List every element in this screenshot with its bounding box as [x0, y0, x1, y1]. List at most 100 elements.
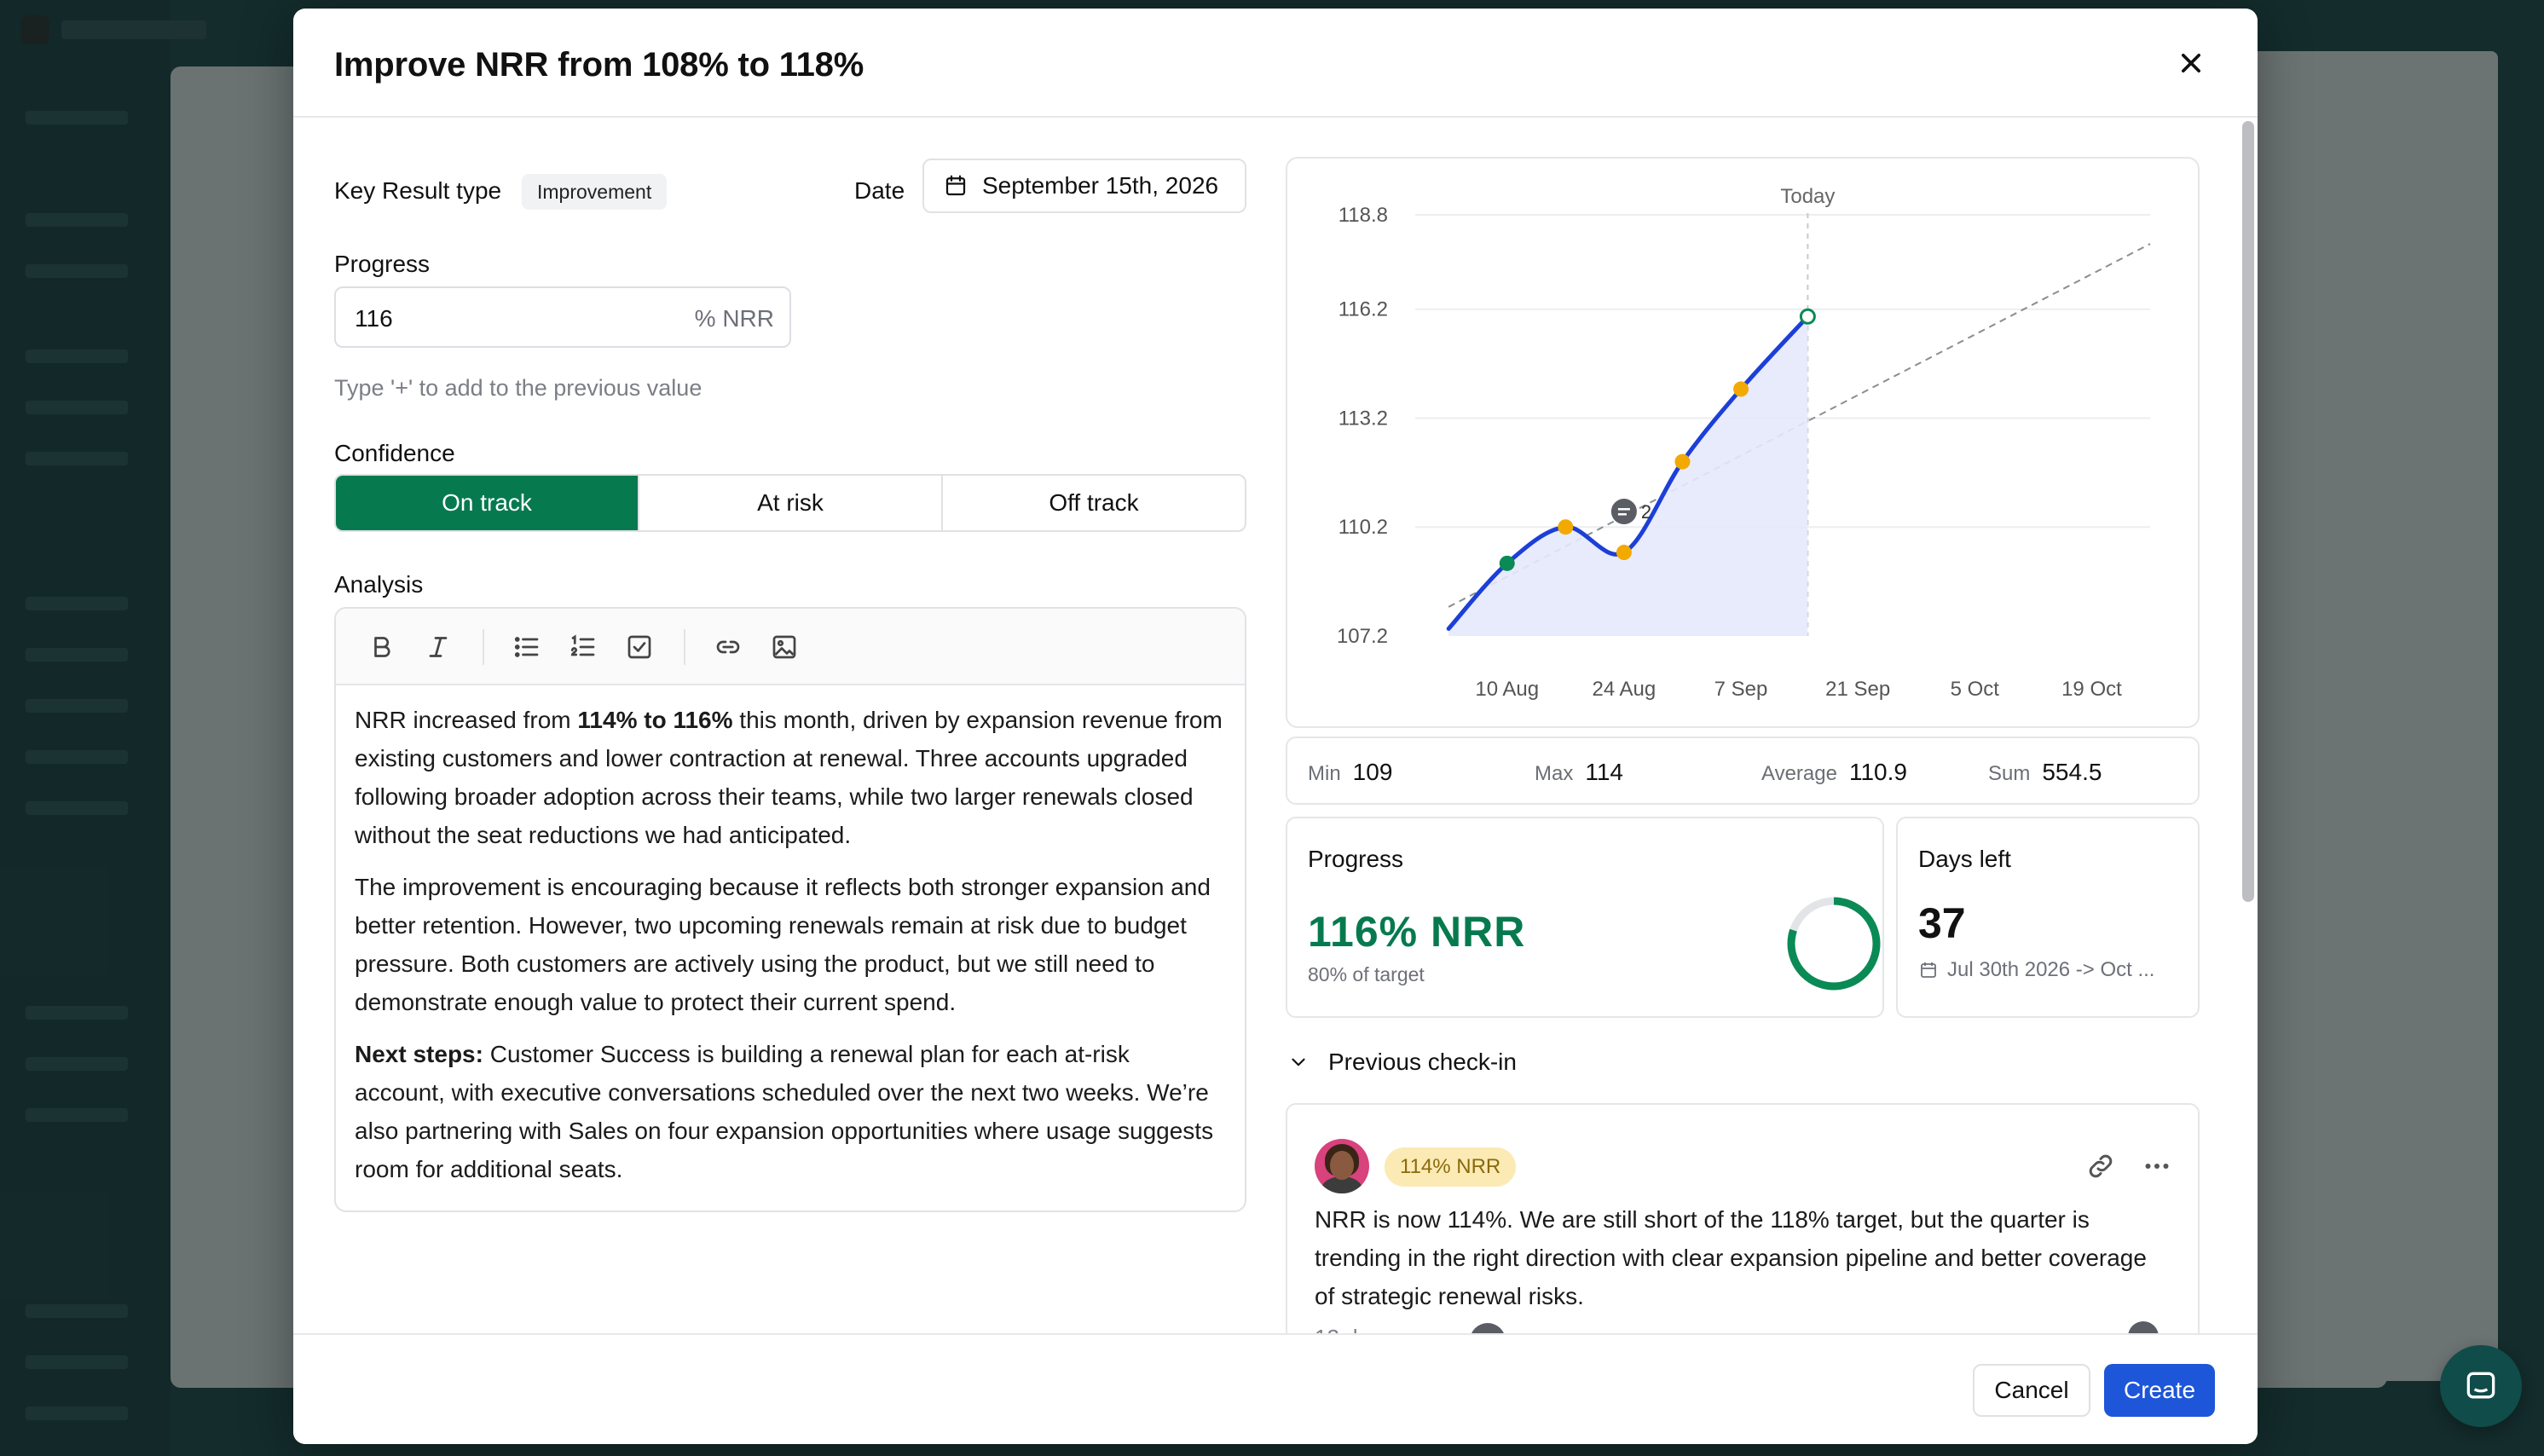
stat-max-label: Max — [1535, 762, 1574, 785]
stat-sum: Sum 554.5 — [1988, 759, 2102, 786]
previous-check-in-toggle[interactable]: Previous check-in — [1287, 1049, 1517, 1076]
link-icon — [716, 640, 740, 654]
analysis-paragraph: NRR increased from 114% to 116% this mon… — [355, 701, 1226, 854]
stat-max-value: 114 — [1585, 759, 1623, 785]
confidence-on-track[interactable]: On track — [336, 476, 639, 530]
y-tick-label: 113.2 — [1338, 407, 1388, 430]
italic-button[interactable] — [423, 632, 454, 662]
x-tick-label: 5 Oct — [1951, 678, 2000, 701]
analysis-bold-run: Next steps: — [355, 1041, 483, 1067]
x-tick-label: 21 Sep — [1825, 678, 1890, 701]
analysis-bold-run: 114% to 116% — [577, 707, 733, 733]
x-tick-label: 19 Oct — [2061, 678, 2122, 701]
avatar — [1315, 1139, 1369, 1193]
days-left-range-text: Jul 30th 2026 -> Oct ... — [1947, 958, 2155, 981]
calendar-icon — [1921, 962, 1936, 978]
analysis-text-run: NRR increased from — [355, 707, 578, 733]
stat-average-label: Average — [1761, 762, 1837, 785]
close-button[interactable] — [2172, 44, 2210, 82]
kr-type-label: Key Result type — [334, 177, 502, 204]
area-fill — [1448, 316, 1808, 636]
analysis-text[interactable]: NRR increased from 114% to 116% this mon… — [336, 685, 1245, 1188]
bullet-list-button[interactable] — [512, 632, 542, 662]
stat-average: Average 110.9 — [1761, 759, 1907, 786]
progress-input-value: 116 — [355, 305, 393, 332]
comment-marker-icon — [1610, 499, 1637, 525]
stat-min-value: 109 — [1352, 759, 1393, 785]
days-left-value: 37 — [1918, 899, 1966, 947]
link-icon[interactable] — [2085, 1151, 2116, 1182]
x-tick-label: 24 Aug — [1593, 678, 1656, 701]
y-tick-label: 118.8 — [1338, 204, 1388, 227]
calendar-icon — [945, 175, 966, 196]
days-left-title: Days left — [1918, 846, 2011, 872]
stat-sum-label: Sum — [1988, 762, 2031, 785]
comment-count: 2 — [1641, 501, 1651, 523]
analysis-text-run: Customer Success is building a renewal p… — [355, 1041, 1214, 1182]
check-in-text: NRR is now 114%. We are still short of t… — [1315, 1206, 2147, 1309]
stat-min: Min 109 — [1308, 759, 1392, 786]
stat-sum-value: 554.5 — [2042, 759, 2102, 785]
progress-label: Progress — [334, 251, 431, 277]
stat-max: Max 114 — [1535, 759, 1623, 786]
comment-marker-glyph — [1617, 508, 1630, 511]
more-options-icon[interactable] — [2142, 1151, 2172, 1182]
cancel-button[interactable]: Cancel — [1973, 1364, 2090, 1417]
date-picker[interactable]: September 15th, 2026 — [922, 159, 1246, 213]
y-tick-label: 107.2 — [1337, 625, 1388, 648]
progress-card-value: 116% NRR — [1308, 908, 1526, 956]
chat-launcher-button[interactable] — [2440, 1345, 2522, 1427]
numbered-list-icon — [570, 634, 595, 656]
create-button[interactable]: Create — [2104, 1364, 2215, 1417]
image-button[interactable] — [769, 632, 800, 662]
stats-bar: Min 109 Max 114 Average 110.9 Sum 554.5 — [1286, 737, 2200, 805]
confidence-selector: On track At risk Off track — [334, 474, 1246, 532]
confidence-at-risk[interactable]: At risk — [639, 476, 943, 530]
progress-card-subtitle: 80% of target — [1308, 963, 1425, 985]
analysis-editor[interactable]: NRR increased from 114% to 116% this mon… — [334, 607, 1246, 1212]
date-value: September 15th, 2026 — [982, 172, 1219, 199]
check-in-point — [1674, 454, 1691, 470]
analysis-text-run: this month, driven by expansion revenue … — [355, 707, 1223, 848]
check-in-point — [1558, 519, 1574, 535]
modal-scrollbar[interactable] — [2242, 121, 2254, 902]
x-tick-label: 7 Sep — [1714, 678, 1768, 701]
check-in-point — [1733, 381, 1749, 397]
previous-check-in-card: 114% NRR NRR is now 114%. We are still s… — [1286, 1103, 2200, 1350]
numbered-list-button[interactable] — [568, 632, 598, 662]
start-point — [1499, 555, 1515, 571]
progress-chart: 118.8 116.2 113.2 110.2 107.2 10 Aug 24 Aug 7 S… — [1286, 157, 2200, 728]
analysis-paragraph: Next steps: Customer Success is building… — [355, 1035, 1226, 1188]
check-in-modal: Improve NRR from 108% to 118% Key Result… — [293, 9, 2258, 1444]
check-in-point — [1616, 545, 1632, 561]
link-button[interactable] — [713, 632, 743, 662]
analysis-label: Analysis — [334, 571, 424, 598]
avatar-face — [1330, 1151, 1354, 1180]
progress-hint: Type '+' to add to the previous value — [334, 375, 702, 401]
checklist-icon — [627, 635, 651, 659]
checklist-button[interactable] — [624, 632, 655, 662]
progress-summary-card: Progress 116% NRR 80% of target — [1286, 817, 1884, 1018]
progress-input-unit: % NRR — [694, 305, 774, 332]
x-tick-label: 10 Aug — [1475, 678, 1539, 701]
y-tick-label: 110.2 — [1338, 516, 1388, 539]
days-left-range: Jul 30th 2026 -> Oct ... — [1918, 958, 2154, 982]
comment-marker-glyph — [1617, 513, 1627, 516]
confidence-off-track[interactable]: Off track — [1049, 489, 1139, 516]
chat-icon — [2466, 1372, 2495, 1399]
date-label: Date — [854, 177, 905, 204]
stat-min-label: Min — [1308, 762, 1341, 785]
stat-average-value: 110.9 — [1848, 759, 1907, 785]
today-label: Today — [1780, 185, 1835, 208]
confidence-label: Confidence — [334, 440, 455, 466]
avatar-body — [1321, 1176, 1362, 1193]
progress-ring-fill — [1787, 897, 1881, 991]
analysis-paragraph: The improvement is encouraging because i… — [355, 874, 1211, 1015]
current-point — [1799, 308, 1816, 325]
toolbar-divider — [483, 629, 484, 665]
bold-icon — [374, 637, 390, 657]
progress-input[interactable]: 116 % NRR — [334, 286, 791, 348]
editor-toolbar — [336, 609, 1245, 685]
y-tick-label: 116.2 — [1338, 298, 1388, 321]
bold-button[interactable] — [367, 632, 397, 662]
